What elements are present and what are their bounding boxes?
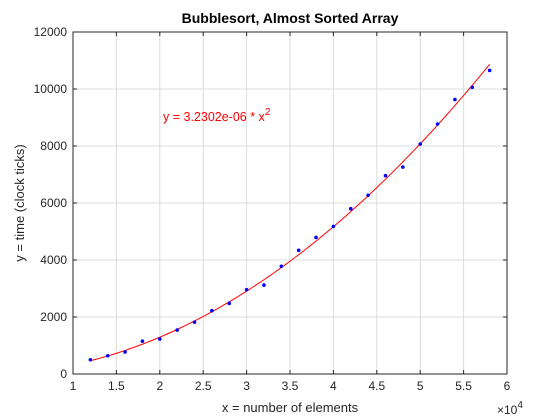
x-tick-label: 3.5 xyxy=(282,379,299,393)
x-tick-label: 2.5 xyxy=(195,379,212,393)
data-point xyxy=(418,142,423,146)
y-axis-label: y = time (clock ticks) xyxy=(12,144,27,261)
y-tick-label: 0 xyxy=(60,367,67,381)
data-point xyxy=(487,68,492,73)
x-tick-label: 5.5 xyxy=(455,379,472,393)
x-axis-label: x = number of elements xyxy=(222,400,359,415)
y-tick-label: 6000 xyxy=(40,196,67,210)
data-point xyxy=(401,165,405,169)
x-tick-label: 3 xyxy=(243,379,250,393)
y-tick-label: 8000 xyxy=(40,139,67,153)
data-point xyxy=(331,224,336,229)
axis-ticks xyxy=(72,31,508,375)
x-tick-label: 2 xyxy=(156,379,163,393)
x-tick-label: 6 xyxy=(504,379,511,393)
data-point xyxy=(314,235,318,240)
y-tick-label: 12000 xyxy=(34,25,68,39)
data-point xyxy=(383,173,388,178)
data-point xyxy=(244,287,249,292)
x-tick-label: 1 xyxy=(70,379,77,393)
x-axis-exponent: ×104 xyxy=(497,400,523,417)
data-point xyxy=(348,206,353,211)
y-tick-label: 4000 xyxy=(40,253,67,267)
data-points xyxy=(88,68,492,362)
y-tick-label: 10000 xyxy=(34,82,68,96)
data-point xyxy=(227,301,232,306)
chart-title: Bubblesort, Almost Sorted Array xyxy=(182,10,399,26)
x-tick-label: 4.5 xyxy=(368,379,385,393)
y-tick-label: 2000 xyxy=(40,310,67,324)
data-point xyxy=(140,339,145,344)
data-point xyxy=(366,193,370,198)
x-tick-label: 5 xyxy=(417,379,424,393)
data-point xyxy=(192,320,197,324)
x-tick-label: 4 xyxy=(330,379,337,393)
data-point xyxy=(123,350,127,354)
y-tick-labels: 0 2000 4000 6000 8000 10000 12000 xyxy=(34,25,68,381)
x-tick-label: 1.5 xyxy=(108,379,125,393)
fit-equation-main: y = 3.2302e-06 * x xyxy=(163,110,266,124)
data-point xyxy=(88,357,93,362)
fit-equation-exponent: 2 xyxy=(265,107,271,118)
data-point xyxy=(262,283,266,287)
data-point xyxy=(105,353,110,358)
data-point xyxy=(453,97,457,102)
data-point xyxy=(470,85,475,90)
fit-curve-group xyxy=(90,63,491,362)
grid xyxy=(73,32,507,374)
x-tick-labels: 1 1.5 2 2.5 3 3.5 4 4.5 5 5.5 6 xyxy=(70,379,511,393)
data-point xyxy=(175,328,179,332)
x-exponent-power: 4 xyxy=(517,400,523,411)
data-point xyxy=(210,308,214,313)
x-exponent-base: ×10 xyxy=(497,403,518,417)
data-point xyxy=(296,248,301,253)
data-point xyxy=(279,264,284,269)
data-point xyxy=(435,122,440,126)
data-point xyxy=(158,337,162,341)
fit-equation-label: y = 3.2302e-06 * x2 xyxy=(163,107,271,124)
fit-curve xyxy=(90,63,491,362)
